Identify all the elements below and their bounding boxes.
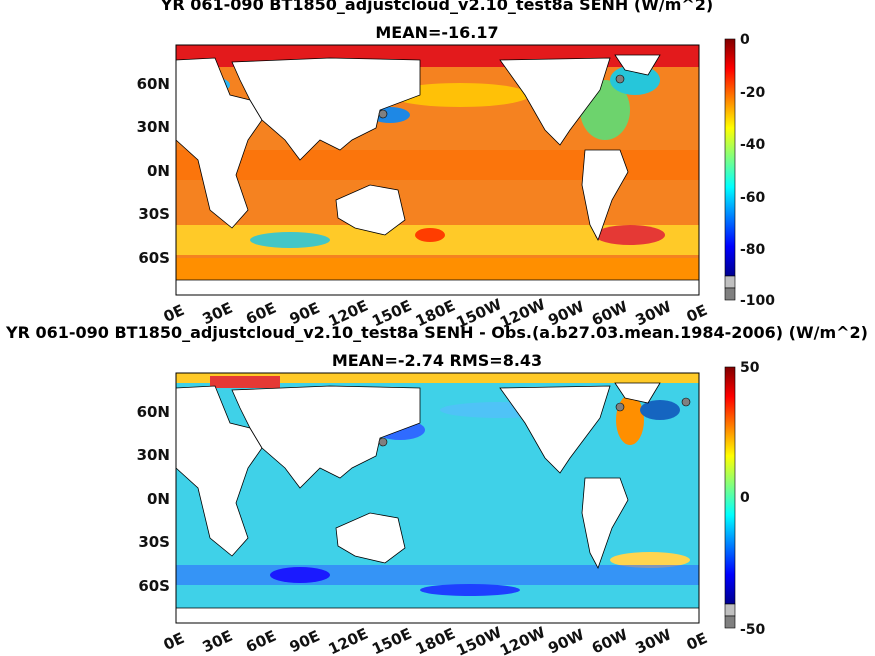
bottom-colorbar: 50 0 -50 [724,360,766,638]
top-map-field [176,45,699,295]
bottom-cbar-tick-1: 0 [740,490,750,506]
bottom-xtick-3: 90E [287,627,323,656]
bottom-cbar-tick-0: 50 [740,360,760,376]
top-cbar-tick-1: -20 [740,85,766,101]
bottom-ytick-60n: 60N [137,403,170,421]
top-chart-title: YR 061-090 BT1850_adjustcloud_v2.10_test… [160,0,713,14]
top-cbar-tick-2: -40 [740,137,766,153]
top-cbar-tick-0: 0 [740,32,750,48]
top-cbar-tick-3: -60 [740,190,766,206]
bottom-y-ticks: 60N 30N 0N 30S 60S [137,403,170,595]
bottom-xtick-5: 150E [369,625,414,656]
bottom-xtick-1: 30E [200,627,236,656]
bottom-map-field [176,373,699,623]
bottom-xtick-8: 120W [497,623,548,656]
top-ytick-60s: 60S [138,249,170,267]
bottom-xtick-2: 60E [243,627,279,656]
bottom-map-panel: YR 061-090 BT1850_adjustcloud_v2.10_test… [5,323,868,656]
bottom-ytick-60s: 60S [138,577,170,595]
bottom-xtick-10: 60W [589,625,631,656]
bottom-xtick-6: 180E [413,625,458,656]
top-ytick-0n: 0N [147,162,170,180]
bottom-land-masses [176,382,699,623]
bottom-xtick-4: 120E [326,625,371,656]
bottom-xtick-0: 0E [161,629,187,654]
bottom-map-frame [175,372,700,624]
top-ytick-60n: 60N [137,75,170,93]
top-land-masses [176,54,699,295]
bottom-ytick-0n: 0N [147,490,170,508]
bottom-xtick-11: 30W [633,625,675,656]
top-chart-subtitle: MEAN=-16.17 [375,23,498,42]
bottom-chart-title: YR 061-090 BT1850_adjustcloud_v2.10_test… [5,323,868,342]
bottom-ytick-30n: 30N [137,446,170,464]
top-y-ticks: 60N 30N 0N 30S 60S [137,75,170,267]
bottom-cbar-tick-2: -50 [740,622,766,638]
top-cbar-tick-5: -100 [740,293,775,309]
bottom-xtick-7: 150W [453,623,504,656]
bottom-xtick-9: 90W [545,625,587,656]
bottom-chart-subtitle: MEAN=-2.74 RMS=8.43 [332,351,542,370]
bottom-ytick-30s: 30S [138,533,170,551]
top-map-panel: YR 061-090 BT1850_adjustcloud_v2.10_test… [137,0,776,332]
top-colorbar: 0 -20 -40 -60 -80 -100 [724,32,775,309]
top-map-frame [175,44,700,296]
top-ytick-30s: 30S [138,205,170,223]
top-ytick-30n: 30N [137,118,170,136]
bottom-xtick-12: 0E [684,629,710,654]
top-cbar-tick-4: -80 [740,242,766,258]
